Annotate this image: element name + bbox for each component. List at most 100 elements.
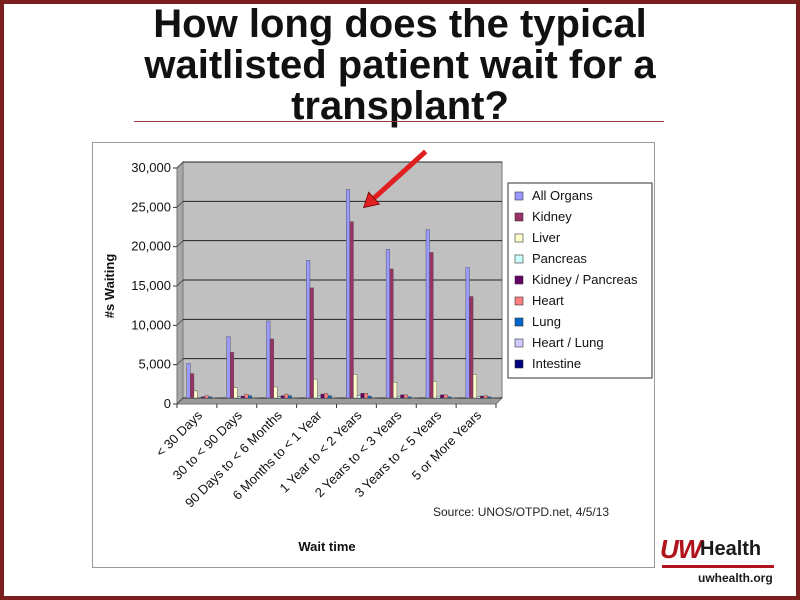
annotation-arrow-shaft	[372, 149, 428, 201]
bar-heart	[284, 393, 289, 399]
bar-heart-lung	[490, 397, 495, 399]
bar-kidney	[190, 373, 195, 399]
bar-liver	[432, 381, 437, 399]
bar-kidney	[269, 338, 274, 399]
bar-heart-lung	[450, 397, 455, 399]
title-divider	[134, 121, 664, 122]
bar-heart	[443, 394, 448, 399]
bar-lung	[287, 395, 292, 399]
y-tick-label: 0	[164, 396, 171, 411]
bar-intestine	[374, 397, 379, 399]
legend-swatch	[514, 338, 524, 348]
y-axis-title: #s Waiting	[102, 254, 117, 319]
bar-intestine	[414, 397, 419, 399]
legend-swatch	[514, 359, 524, 369]
bar-pancreas	[396, 396, 401, 399]
legend-swatch	[514, 254, 524, 264]
legend-label: Heart	[532, 293, 564, 308]
y-tick-label: 20,000	[131, 239, 171, 254]
bar-kidney	[349, 221, 354, 399]
gridline-diag	[176, 397, 184, 405]
bar-pancreas	[197, 397, 202, 399]
bar-heart-lung	[211, 397, 216, 399]
bar-pancreas	[476, 396, 481, 399]
legend-label: Pancreas	[532, 251, 587, 266]
bar-lung	[487, 396, 492, 399]
legend-swatch	[514, 275, 524, 285]
bar-heart-lung	[331, 397, 336, 399]
bar-all-organs	[465, 267, 470, 399]
y-tick-label: 15,000	[131, 278, 171, 293]
source-note: Source: UNOS/OTPD.net, 4/5/13	[433, 505, 609, 519]
floor	[175, 397, 504, 405]
bar-kidney-pancreas	[320, 393, 325, 399]
uwhealth-logo: UW Health uwhealth.org	[660, 534, 780, 588]
bar-kidney-pancreas	[480, 395, 485, 399]
bar-all-organs	[186, 363, 191, 399]
gridline-diag	[176, 358, 184, 366]
legend-swatch	[514, 317, 524, 327]
bar-heart-lung	[291, 397, 296, 399]
gridline-diag	[176, 318, 184, 326]
bar-heart-lung	[411, 397, 416, 399]
bar-all-organs	[266, 320, 271, 399]
bar-liver	[472, 374, 477, 399]
y-tick-label: 30,000	[131, 160, 171, 175]
bar-liver	[353, 374, 358, 399]
bar-kidney-pancreas	[200, 396, 205, 399]
y-tick-label: 10,000	[131, 317, 171, 332]
bar-kidney-pancreas	[400, 394, 405, 399]
logo-url: uwhealth.org	[698, 571, 773, 585]
legend-label: Kidney	[532, 209, 572, 224]
bar-liver	[313, 378, 318, 399]
logo-health-text: Health	[700, 538, 762, 560]
bar-lung	[407, 396, 412, 399]
bar-lung	[447, 396, 452, 399]
legend-label: All Organs	[532, 188, 593, 203]
bar-lung	[248, 395, 253, 399]
y-tick-label: 25,000	[131, 199, 171, 214]
bar-heart-lung	[251, 397, 256, 399]
bar-liver	[193, 390, 198, 399]
bar-heart	[244, 393, 249, 399]
bar-heart	[483, 395, 488, 399]
bar-all-organs	[226, 336, 231, 399]
bar-heart	[324, 393, 329, 399]
legend-box	[507, 182, 653, 379]
bar-pancreas	[277, 396, 282, 399]
legend-swatch	[514, 233, 524, 243]
legend-label: Lung	[532, 314, 561, 329]
bar-lung	[367, 395, 372, 399]
bar-all-organs	[346, 189, 351, 399]
bar-all-organs	[385, 249, 390, 399]
gridline-diag	[176, 200, 184, 208]
bar-intestine	[334, 397, 339, 399]
bar-kidney	[429, 252, 434, 399]
bar-all-organs	[306, 260, 311, 399]
bar-lung	[327, 395, 332, 399]
bar-kidney-pancreas	[280, 395, 285, 399]
bar-kidney	[469, 296, 474, 399]
logo-uw-text: UW	[660, 534, 702, 564]
bar-pancreas	[436, 396, 441, 399]
bar-pancreas	[316, 395, 321, 399]
bar-kidney-pancreas	[440, 394, 445, 399]
chart-area: 0 5,000 10,000 15,000 20,000 25,000 30,000 #s W…	[92, 142, 655, 568]
bar-all-organs	[425, 229, 430, 399]
bar-kidney	[389, 268, 394, 399]
legend-swatch	[514, 212, 524, 222]
legend-label: Liver	[532, 230, 561, 245]
bar-kidney-pancreas	[360, 393, 365, 399]
annotation-arrow-head	[363, 191, 381, 209]
bar-intestine	[255, 397, 260, 399]
bar-pancreas	[237, 396, 242, 399]
logo-bar	[662, 565, 774, 568]
bar-intestine	[494, 397, 499, 399]
bar-heart	[204, 395, 209, 399]
gridline-diag	[176, 279, 184, 287]
slide-title: How long does the typical waitlisted pat…	[144, 2, 656, 128]
legend-swatch	[514, 296, 524, 306]
legend-label: Kidney / Pancreas	[532, 272, 638, 287]
bar-heart-lung	[371, 397, 376, 399]
